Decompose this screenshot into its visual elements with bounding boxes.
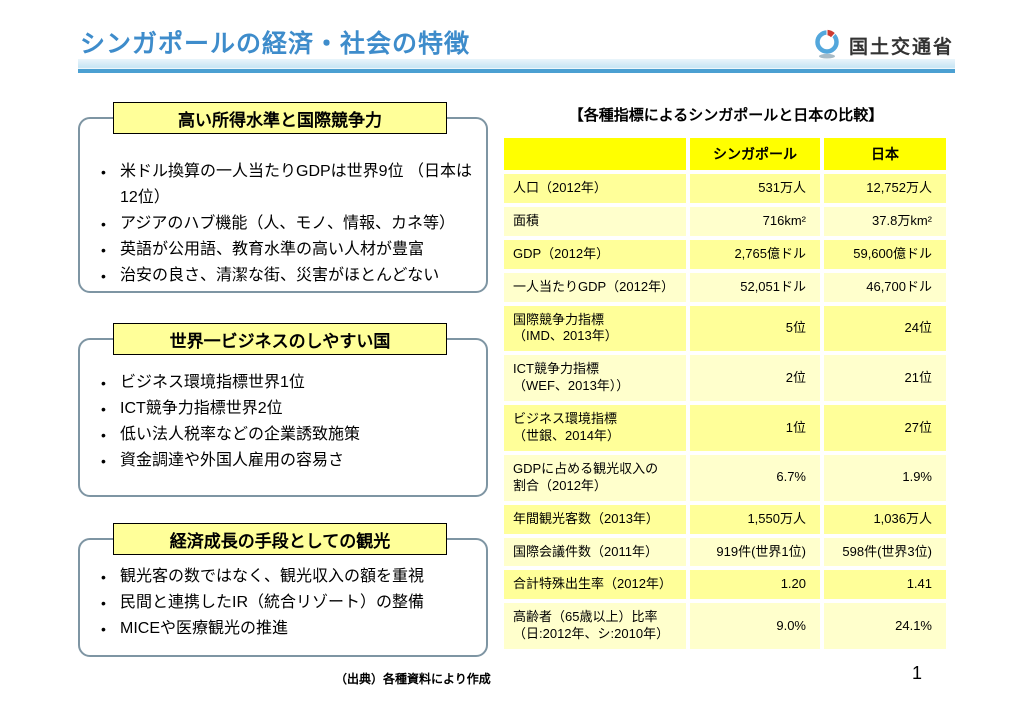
bullet-item: ICT競争力指標世界2位 xyxy=(96,396,474,422)
row-value-japan: 21位 xyxy=(824,355,946,402)
row-label: GDPに占める観光収入の 割合（2012年） xyxy=(504,454,686,501)
feature-box-business-heading: 世界一ビジネスのしやすい国 xyxy=(113,323,447,355)
row-label: ICT競争力指標 （WEF、2013年）） xyxy=(504,355,686,402)
row-value-japan: 12,752万人 xyxy=(824,174,946,203)
row-value-japan: 59,600億ドル xyxy=(824,239,946,269)
feature-box-income: 高い所得水準と国際競争力 米ドル換算の一人当たりGDPは世界9位 （日本は12位… xyxy=(78,102,488,293)
table-header-japan: 日本 xyxy=(824,138,946,170)
row-value-singapore: 5位 xyxy=(690,305,820,352)
table-row: 国際会議件数（2011年） 919件(世界1位) 598件(世界3位) xyxy=(504,537,946,567)
bullet-item: 民間と連携したIR（統合リゾート）の整備 xyxy=(96,590,474,616)
table-row: 高齢者（65歳以上）比率 （日:2012年、シ:2010年） 9.0% 24.1… xyxy=(504,603,946,650)
row-value-japan: 24.1% xyxy=(824,603,946,650)
row-value-singapore: 6.7% xyxy=(690,454,820,501)
feature-box-tourism-bullets: 観光客の数ではなく、観光収入の額を重視 民間と連携したIR（統合リゾート）の整備… xyxy=(80,540,486,642)
row-value-japan: 46,700ドル xyxy=(824,272,946,302)
row-value-japan: 598件(世界3位) xyxy=(824,537,946,567)
row-value-japan: 1,036万人 xyxy=(824,504,946,534)
bullet-item: 治安の良さ、清潔な街、災害がほとんどない xyxy=(96,263,474,289)
feature-box-tourism: 経済成長の手段としての観光 観光客の数ではなく、観光収入の額を重視 民間と連携し… xyxy=(78,523,488,657)
row-label: 年間観光客数（2013年） xyxy=(504,504,686,534)
table-row: GDP（2012年） 2,765億ドル 59,600億ドル xyxy=(504,239,946,269)
page-title: シンガポールの経済・社会の特徴 xyxy=(80,30,471,58)
feature-box-income-heading: 高い所得水準と国際競争力 xyxy=(113,102,447,134)
row-value-japan: 1.9% xyxy=(824,454,946,501)
row-label: 一人当たりGDP（2012年） xyxy=(504,272,686,302)
row-label: GDP（2012年） xyxy=(504,239,686,269)
row-label: 合計特殊出生率（2012年） xyxy=(504,570,686,600)
table-row: 面積 716km² 37.8万km² xyxy=(504,206,946,236)
row-value-japan: 24位 xyxy=(824,305,946,352)
bullet-item: 観光客の数ではなく、観光収入の額を重視 xyxy=(96,564,474,590)
bullet-item: 米ドル換算の一人当たりGDPは世界9位 （日本は12位） xyxy=(96,159,474,211)
row-value-singapore: 1,550万人 xyxy=(690,504,820,534)
title-underline xyxy=(78,59,955,73)
row-label: 国際競争力指標 （IMD、2013年） xyxy=(504,305,686,352)
bullet-item: MICEや医療観光の推進 xyxy=(96,616,474,642)
table-row: 合計特殊出生率（2012年） 1.20 1.41 xyxy=(504,570,946,600)
table-header-empty xyxy=(504,138,686,170)
table-row: 一人当たりGDP（2012年） 52,051ドル 46,700ドル xyxy=(504,272,946,302)
comparison-table: シンガポール 日本 人口（2012年） 531万人 12,752万人 面積 71… xyxy=(500,134,950,653)
row-value-singapore: 919件(世界1位) xyxy=(690,537,820,567)
row-value-singapore: 52,051ドル xyxy=(690,272,820,302)
row-value-japan: 1.41 xyxy=(824,570,946,600)
row-value-japan: 27位 xyxy=(824,405,946,451)
row-label: 高齢者（65歳以上）比率 （日:2012年、シ:2010年） xyxy=(504,603,686,650)
mlit-logo-icon xyxy=(812,27,842,64)
bullet-item: ビジネス環境指標世界1位 xyxy=(96,370,474,396)
row-value-singapore: 1.20 xyxy=(690,570,820,600)
row-value-singapore: 2位 xyxy=(690,355,820,402)
feature-box-business: 世界一ビジネスのしやすい国 ビジネス環境指標世界1位 ICT競争力指標世界2位 … xyxy=(78,323,488,497)
feature-box-income-bullets: 米ドル換算の一人当たりGDPは世界9位 （日本は12位） アジアのハブ機能（人、… xyxy=(80,119,486,289)
bullet-item: アジアのハブ機能（人、モノ、情報、カネ等） xyxy=(96,211,474,237)
bullet-item: 資金調達や外国人雇用の容易さ xyxy=(96,448,474,474)
table-row: GDPに占める観光収入の 割合（2012年） 6.7% 1.9% xyxy=(504,454,946,501)
comparison-table-title: 【各種指標によるシンガポールと日本の比較】 xyxy=(568,107,884,124)
mlit-logo: 国土交通省 xyxy=(812,27,954,64)
row-value-japan: 37.8万km² xyxy=(824,206,946,236)
table-row: ICT競争力指標 （WEF、2013年）） 2位 21位 xyxy=(504,355,946,402)
row-value-singapore: 9.0% xyxy=(690,603,820,650)
row-label: 面積 xyxy=(504,206,686,236)
row-value-singapore: 2,765億ドル xyxy=(690,239,820,269)
bullet-item: 英語が公用語、教育水準の高い人材が豊富 xyxy=(96,237,474,263)
page-number: 1 xyxy=(912,663,923,683)
feature-box-tourism-heading: 経済成長の手段としての観光 xyxy=(113,523,447,555)
row-value-singapore: 531万人 xyxy=(690,174,820,203)
feature-box-business-bullets: ビジネス環境指標世界1位 ICT競争力指標世界2位 低い法人税率などの企業誘致施… xyxy=(80,340,486,474)
bullet-item: 低い法人税率などの企業誘致施策 xyxy=(96,422,474,448)
row-label: 人口（2012年） xyxy=(504,174,686,203)
table-row: 年間観光客数（2013年） 1,550万人 1,036万人 xyxy=(504,504,946,534)
source-note: （出典）各種資料により作成 xyxy=(335,672,491,686)
row-label: 国際会議件数（2011年） xyxy=(504,537,686,567)
row-value-singapore: 716km² xyxy=(690,206,820,236)
table-header-singapore: シンガポール xyxy=(690,138,820,170)
table-header-row: シンガポール 日本 xyxy=(504,138,946,170)
table-row: ビジネス環境指標 （世銀、2014年） 1位 27位 xyxy=(504,405,946,451)
agency-name: 国土交通省 xyxy=(848,37,954,58)
row-label: ビジネス環境指標 （世銀、2014年） xyxy=(504,405,686,451)
table-row: 国際競争力指標 （IMD、2013年） 5位 24位 xyxy=(504,305,946,352)
table-row: 人口（2012年） 531万人 12,752万人 xyxy=(504,174,946,203)
row-value-singapore: 1位 xyxy=(690,405,820,451)
